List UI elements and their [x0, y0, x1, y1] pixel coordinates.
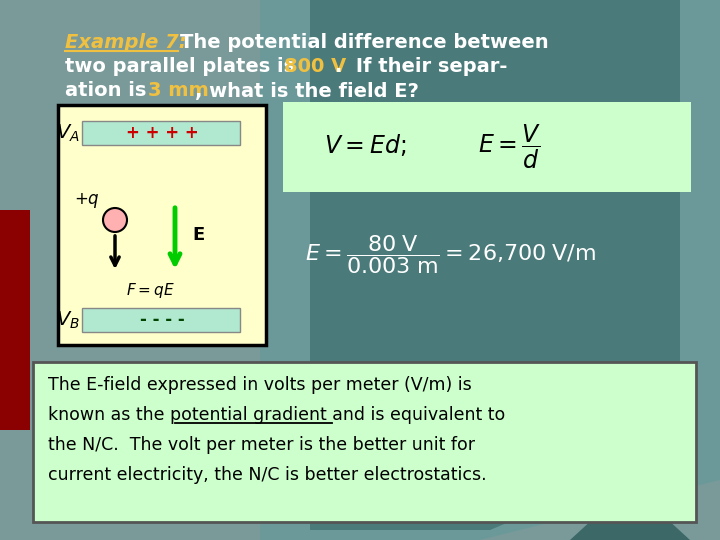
Polygon shape: [260, 0, 720, 540]
Text: E: E: [192, 226, 204, 244]
Text: current electricity, the N/C is better electrostatics.: current electricity, the N/C is better e…: [48, 466, 487, 484]
Text: $V_B$: $V_B$: [56, 309, 80, 330]
Text: The E-field expressed in volts per meter (V/m) is: The E-field expressed in volts per meter…: [48, 376, 472, 394]
Text: - - - -: - - - -: [140, 311, 184, 329]
Text: $V_A$: $V_A$: [56, 123, 80, 144]
Text: $E = \dfrac{80 \; \mathrm{V}}{0.003 \; \mathrm{m}} = 26{,}700 \; \mathrm{V/m}$: $E = \dfrac{80 \; \mathrm{V}}{0.003 \; \…: [305, 233, 596, 276]
Text: ation is: ation is: [65, 82, 153, 100]
Text: two parallel plates is: two parallel plates is: [65, 57, 302, 77]
Text: $+q$: $+q$: [74, 191, 100, 210]
Polygon shape: [570, 485, 690, 540]
Text: $E = \dfrac{V}{d}$: $E = \dfrac{V}{d}$: [478, 123, 541, 171]
Bar: [82, 308, 240, 332]
Text: The potential difference between: The potential difference between: [180, 33, 549, 52]
Text: .  If their separ-: . If their separ-: [335, 57, 508, 77]
Text: the N/C.  The volt per meter is the better unit for: the N/C. The volt per meter is the bette…: [48, 436, 475, 454]
Text: 3 mm: 3 mm: [148, 82, 209, 100]
Text: , what is the field E?: , what is the field E?: [195, 82, 419, 100]
Text: + + + +: + + + +: [125, 124, 199, 142]
Text: $V = Ed;$: $V = Ed;$: [324, 132, 406, 158]
Text: 800 V: 800 V: [284, 57, 346, 77]
Text: known as the potential gradient and is equivalent to: known as the potential gradient and is e…: [48, 406, 505, 424]
Bar: [0, 210, 30, 430]
Text: $F = qE$: $F = qE$: [125, 280, 174, 300]
Bar: [58, 105, 266, 345]
Polygon shape: [310, 0, 680, 530]
Circle shape: [103, 208, 127, 232]
Bar: [82, 121, 240, 145]
Bar: [33, 362, 696, 522]
Text: Example 7:: Example 7:: [65, 33, 186, 52]
Bar: [283, 102, 691, 192]
